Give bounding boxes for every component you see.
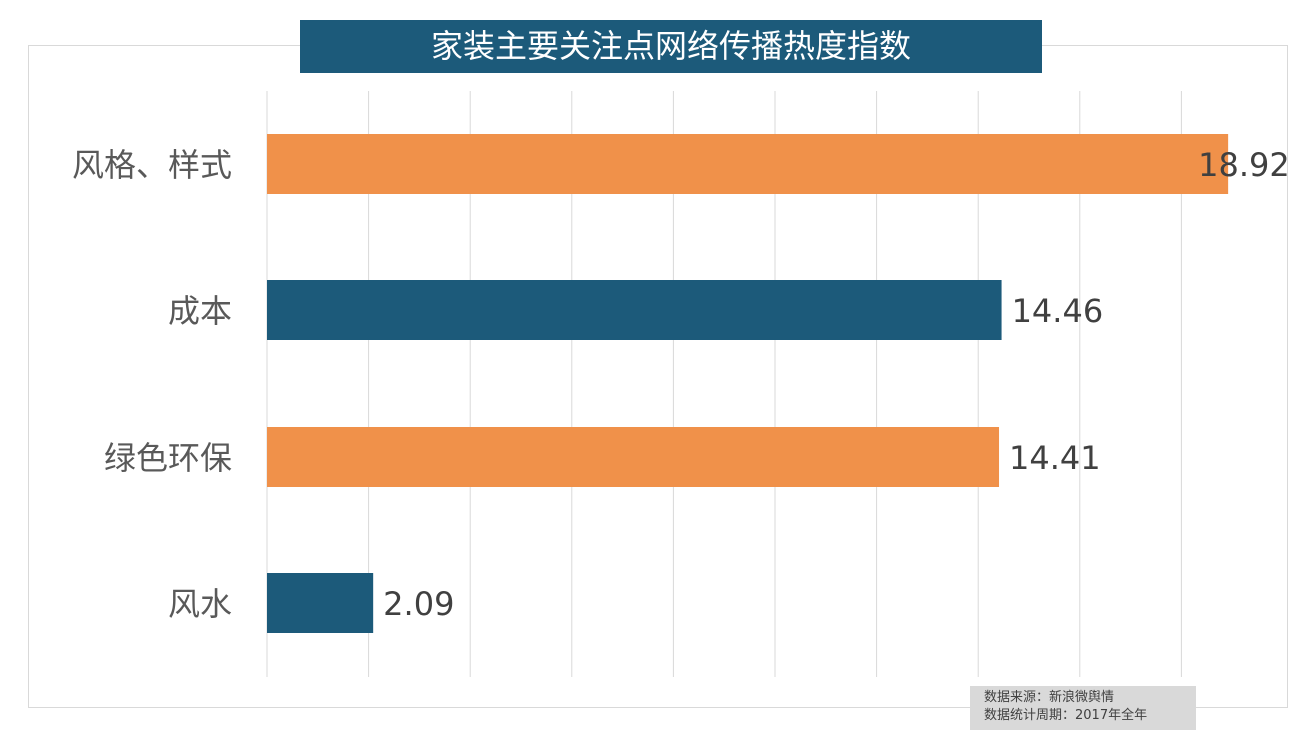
- category-label: 风格、样式: [72, 146, 232, 184]
- source-line: 数据来源：新浪微舆情: [984, 690, 1115, 705]
- source-note: 数据来源：新浪微舆情 数据统计周期：2017年全年: [970, 686, 1196, 730]
- bar: [267, 427, 1000, 487]
- data-label: 14.41: [1009, 439, 1101, 477]
- period-line: 数据统计周期：2017年全年: [984, 708, 1148, 723]
- bar: [267, 573, 374, 633]
- chart-title: 家装主要关注点网络传播热度指数: [300, 20, 1042, 73]
- data-label: 18.92: [1198, 146, 1290, 184]
- bar: [267, 280, 1002, 340]
- data-label: 2.09: [383, 585, 454, 623]
- category-label: 绿色环保: [104, 439, 232, 477]
- category-label: 成本: [168, 292, 232, 330]
- category-label: 风水: [168, 585, 232, 623]
- bar: [267, 134, 1229, 194]
- data-label: 14.46: [1012, 292, 1104, 330]
